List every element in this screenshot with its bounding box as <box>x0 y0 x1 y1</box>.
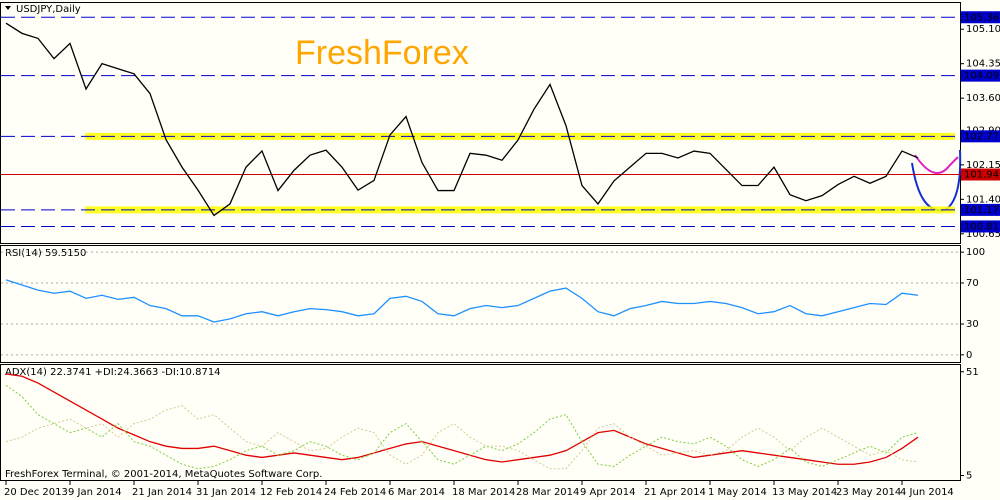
x-tick-label: 18 Mar 2014 <box>452 487 515 498</box>
series-line <box>5 22 919 217</box>
x-tick-label: 13 May 2014 <box>772 487 837 498</box>
level-label: 100.81 <box>964 221 999 232</box>
level-box <box>961 203 1000 216</box>
x-tick-label: 24 Feb 2014 <box>324 487 386 498</box>
level-box <box>961 168 1000 181</box>
watermark: FreshForex <box>295 34 469 72</box>
x-tick-label: 28 Mar 2014 <box>516 487 579 498</box>
y-tick-label: 100.65 <box>966 229 1000 240</box>
x-tick-label: 23 May 2014 <box>836 487 901 498</box>
x-tick-label: 1 May 2014 <box>708 487 767 498</box>
level-label: 101.17 <box>964 205 999 216</box>
x-tick-label: 9 Jan 2014 <box>68 487 122 498</box>
y-tick-label: 104.35 <box>966 59 1000 70</box>
x-tick-label: 12 Feb 2014 <box>260 487 322 498</box>
x-tick-label: 21 Jan 2014 <box>132 487 192 498</box>
price-panel <box>0 2 961 244</box>
rsi-title: RSI(14) 59.5150 <box>5 248 86 259</box>
y-tick-label: 105.10 <box>966 24 1000 35</box>
y-tick-label: 5 <box>966 470 972 481</box>
level-label: 105.36 <box>964 12 999 23</box>
x-tick-label: 6 Mar 2014 <box>388 487 445 498</box>
chart-title: USDJPY,Daily <box>16 4 81 15</box>
level-box <box>961 11 1000 24</box>
x-tick-label: 4 Jun 2014 <box>900 487 954 498</box>
level-box <box>961 69 1000 82</box>
rsi-panel <box>0 245 961 363</box>
forecast-arc <box>914 154 959 174</box>
adx-panel <box>0 364 961 481</box>
y-tick-label: 100 <box>966 247 985 258</box>
level-box <box>961 220 1000 233</box>
series-line <box>5 279 919 323</box>
y-tick-label: 101.40 <box>966 194 1000 205</box>
y-tick-label: 102.15 <box>966 160 1000 171</box>
y-tick-label: 103.60 <box>966 93 1000 104</box>
y-tick-label: 0 <box>966 350 972 361</box>
x-tick-label: 20 Dec 2013 <box>4 487 68 498</box>
level-label: 101.94 <box>964 169 999 180</box>
menu-icon <box>5 6 11 10</box>
x-tick-label: 9 Apr 2014 <box>580 487 635 498</box>
series-line <box>5 405 919 470</box>
x-tick-label: 21 Apr 2014 <box>644 487 706 498</box>
level-label: 102.77 <box>964 131 999 142</box>
level-box <box>961 130 1000 143</box>
series-line <box>5 373 919 465</box>
x-tick-label: 31 Jan 2014 <box>196 487 256 498</box>
y-tick-label: 30 <box>966 319 979 330</box>
adx-title: ADX(14) 22.3741 +DI:24.3663 -DI:10.8714 <box>5 367 221 378</box>
y-tick-label: 70 <box>966 278 979 289</box>
footer: FreshForex Terminal, © 2001-2014, MetaQu… <box>5 469 322 480</box>
y-tick-label: 51 <box>966 367 979 378</box>
series-line <box>5 384 919 470</box>
level-label: 104.09 <box>964 71 999 82</box>
